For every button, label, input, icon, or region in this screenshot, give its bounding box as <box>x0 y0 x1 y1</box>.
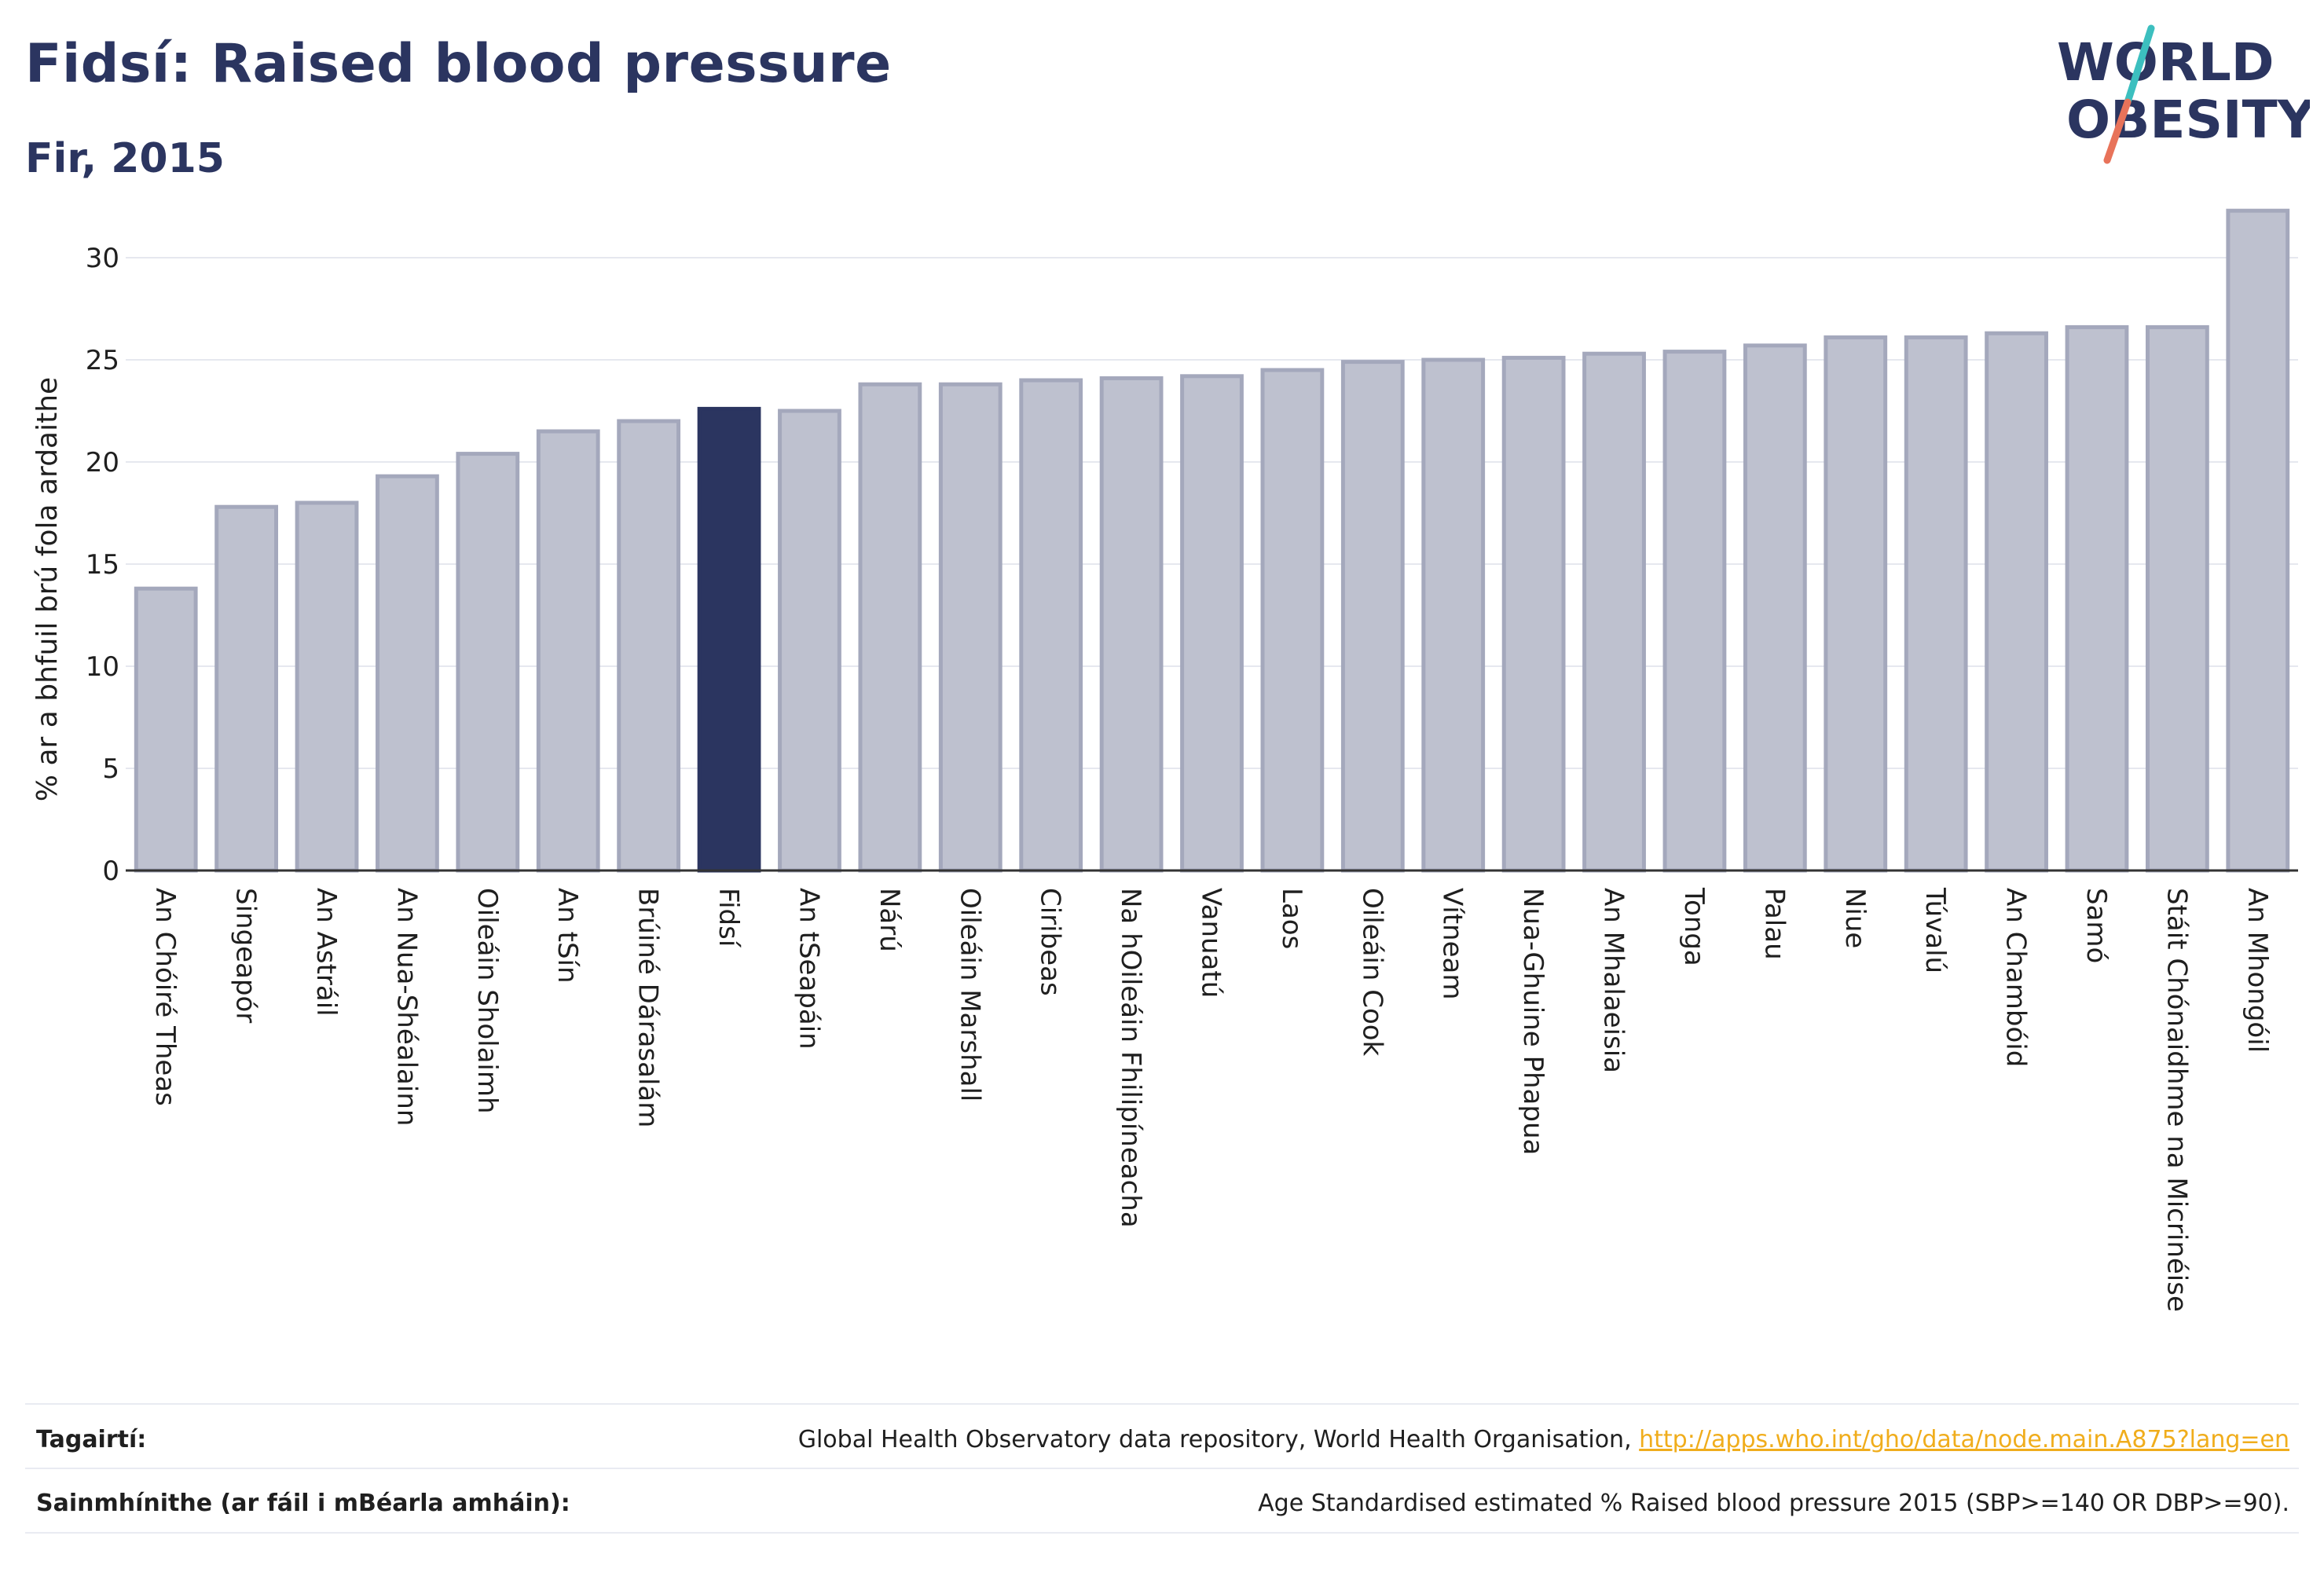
definitions-value: Age Standardised estimated % Raised bloo… <box>1258 1490 2289 1517</box>
y-axis-label: % ar a bhfuil brú fola ardaithe <box>31 377 64 801</box>
x-tick-label: An tSeapáin <box>793 888 824 1050</box>
bar-highlighted[interactable] <box>697 406 761 873</box>
bar[interactable] <box>2145 324 2209 873</box>
bar[interactable] <box>214 504 279 873</box>
x-tick-label: An Astráil <box>310 888 342 1017</box>
x-tick-label: An Nua-Shéalainn <box>390 888 422 1126</box>
bar[interactable] <box>2226 208 2290 873</box>
bar-chart: 0 5 10 15 20 25 30 An Chóiré Theas Singeapór An A… <box>31 208 2298 1312</box>
x-tick-label: Tonga <box>1678 887 1710 966</box>
world-obesity-logo: WORLD OBESITY <box>2057 24 2310 164</box>
bar[interactable] <box>858 382 922 873</box>
x-tick-label: An Mhongóil <box>2242 888 2273 1053</box>
x-tick-label: Oileáin Marshall <box>954 888 985 1101</box>
y-tick-label: 10 <box>86 651 119 683</box>
references-label: Tagairtí: <box>36 1426 147 1453</box>
x-tick-label: An Mhalaeisia <box>1598 888 1629 1073</box>
bar[interactable] <box>617 419 681 873</box>
x-tick-label: Oileáin Sholaimh <box>471 888 503 1114</box>
y-tick-label: 5 <box>102 753 119 785</box>
x-tick-label: Niue <box>1839 888 1871 948</box>
bar[interactable] <box>295 500 359 873</box>
bar[interactable] <box>778 409 841 873</box>
x-tick-label: Palau <box>1758 888 1790 960</box>
footer-divider-middle <box>25 1468 2299 1469</box>
y-tick-label: 30 <box>86 243 119 274</box>
bar[interactable] <box>2065 324 2129 873</box>
x-tick-label: Ciribeas <box>1035 888 1066 996</box>
x-tick-label: Nárú <box>874 888 905 952</box>
logo-slash-bottom <box>2103 98 2132 164</box>
bar[interactable] <box>1904 335 1968 873</box>
bar[interactable] <box>1662 350 1727 873</box>
x-tick-label: Laos <box>1276 888 1307 949</box>
definitions-label: Sainmhínithe (ar fáil i mBéarla amháin): <box>36 1490 570 1517</box>
x-tick-label: Fidsí <box>713 888 744 948</box>
bar[interactable] <box>376 474 439 873</box>
bar[interactable] <box>1501 355 1566 873</box>
bar[interactable] <box>1180 374 1244 873</box>
bar[interactable] <box>134 586 198 873</box>
bar[interactable] <box>1582 351 1646 873</box>
logo-text-obesity: OBESITY <box>2066 90 2310 150</box>
bar[interactable] <box>1743 343 1807 873</box>
bar[interactable] <box>1985 331 2048 873</box>
logo-slash-top <box>2124 24 2155 106</box>
references-link[interactable]: http://apps.who.int/gho/data/node.main.A… <box>1639 1426 2289 1453</box>
bar[interactable] <box>1824 335 1888 873</box>
tick-labels: 0 5 10 15 20 25 30 An Chóiré Theas Singeapór An A… <box>86 243 2273 1312</box>
chart-subtitle: Fir, 2015 <box>25 135 225 182</box>
references-text: Global Health Observatory data repositor… <box>797 1426 1640 1453</box>
x-tick-label: Stáit Chónaidhme na Micrinéise <box>2161 888 2192 1312</box>
footer-divider-bottom <box>25 1532 2299 1534</box>
bar[interactable] <box>938 382 1003 873</box>
y-tick-label: 0 <box>102 856 119 887</box>
y-tick-label: 15 <box>86 549 119 581</box>
bar[interactable] <box>1099 376 1164 873</box>
x-tick-label: An Chóiré Theas <box>149 888 181 1106</box>
x-tick-label: Brúiné Dárasalám <box>632 888 664 1127</box>
x-tick-label: Vítneam <box>1437 888 1468 999</box>
bars <box>134 208 2290 873</box>
bar[interactable] <box>536 429 600 873</box>
bar[interactable] <box>1019 378 1083 873</box>
bar[interactable] <box>1260 368 1325 873</box>
x-tick-label: Na hOileáin Fhilipíneacha <box>1115 888 1146 1228</box>
x-tick-label: An tSín <box>552 888 583 984</box>
chart-title: Fidsí: Raised blood pressure <box>25 33 892 95</box>
x-tick-label: Samó <box>2080 888 2112 963</box>
y-tick-label: 25 <box>86 345 119 376</box>
logo-text-world: WORLD <box>2057 32 2275 93</box>
y-tick-label: 20 <box>86 447 119 478</box>
x-tick-label: An Chambóid <box>2000 888 2032 1067</box>
bar[interactable] <box>456 452 520 873</box>
bar[interactable] <box>1421 357 1486 873</box>
x-tick-label: Vanuatú <box>1196 888 1227 998</box>
bar[interactable] <box>1340 360 1405 873</box>
footer-divider-top <box>25 1403 2299 1405</box>
x-tick-label: Singeapór <box>230 888 262 1023</box>
references-value: Global Health Observatory data repositor… <box>798 1426 2289 1453</box>
x-tick-label: Túvalú <box>1919 887 1951 973</box>
x-tick-label: Nua-Ghuine Phapua <box>1517 888 1549 1155</box>
x-tick-label: Oileáin Cook <box>1356 888 1387 1057</box>
